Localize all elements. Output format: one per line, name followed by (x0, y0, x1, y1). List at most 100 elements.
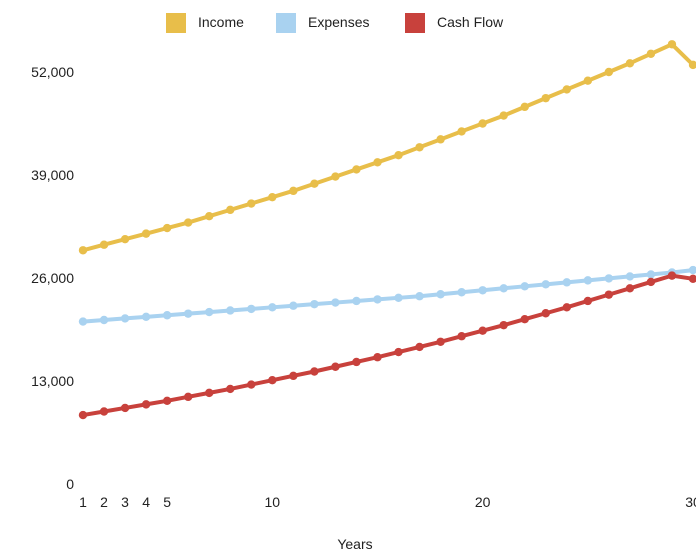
data-point-expenses (226, 306, 235, 315)
y-tick-label: 13,000 (31, 373, 74, 389)
data-point-cash-flow (373, 353, 382, 362)
data-point-cash-flow (99, 407, 109, 416)
series-layer (78, 40, 696, 420)
data-point-income (120, 234, 130, 244)
x-tick-label: 20 (475, 494, 491, 510)
data-point-income (646, 49, 656, 58)
data-point-cash-flow (604, 290, 614, 299)
series-expenses (78, 265, 696, 326)
data-point-income (183, 218, 193, 227)
series-cash-flow (78, 271, 696, 420)
data-point-cash-flow (688, 274, 696, 283)
data-point-expenses (499, 284, 508, 293)
data-point-expenses (162, 311, 172, 320)
data-point-expenses (310, 299, 319, 309)
legend: Income Expenses Cash Flow (166, 13, 504, 33)
data-point-cash-flow (247, 380, 256, 389)
data-point-expenses (688, 265, 696, 275)
data-point-income (457, 127, 466, 136)
data-point-cash-flow (625, 284, 635, 293)
series-line-cash-flow (81, 273, 695, 418)
data-point-expenses (99, 315, 109, 325)
data-point-income (268, 192, 277, 202)
data-point-cash-flow (562, 303, 571, 312)
data-point-income (78, 246, 88, 255)
legend-swatch (405, 13, 425, 33)
data-point-expenses (478, 286, 487, 295)
y-tick-label: 26,000 (31, 270, 74, 286)
data-point-cash-flow (226, 384, 235, 394)
data-point-expenses (562, 278, 571, 287)
data-point-cash-flow (78, 410, 88, 420)
data-point-expenses (394, 293, 403, 303)
data-point-expenses (268, 303, 277, 312)
data-point-income (415, 143, 424, 152)
data-point-cash-flow (268, 376, 277, 385)
data-point-cash-flow (162, 396, 172, 406)
data-point-income (541, 93, 550, 103)
data-point-income (394, 150, 403, 160)
data-point-cash-flow (541, 309, 550, 318)
data-point-income (141, 229, 151, 238)
x-tick-label: 5 (163, 494, 171, 510)
data-point-cash-flow (352, 357, 361, 367)
x-tick-label: 3 (121, 494, 129, 510)
x-axis-title: Years (337, 536, 372, 552)
data-point-income (247, 199, 256, 208)
x-tick-label: 4 (142, 494, 150, 510)
data-point-cash-flow (667, 271, 677, 280)
data-point-expenses (331, 298, 340, 307)
legend-item-cash-flow: Cash Flow (405, 13, 504, 33)
y-tick-label: 52,000 (31, 64, 74, 80)
data-point-expenses (604, 274, 614, 283)
x-tick-label: 10 (265, 494, 281, 510)
legend-swatch (276, 13, 296, 33)
data-point-expenses (625, 272, 635, 281)
data-point-income (688, 60, 696, 70)
data-point-cash-flow (457, 332, 466, 341)
data-point-cash-flow (499, 320, 508, 330)
data-point-expenses (120, 314, 130, 323)
data-point-cash-flow (289, 371, 298, 381)
y-tick-label: 0 (66, 476, 74, 492)
x-tick-label: 1 (79, 494, 87, 510)
data-point-income (162, 223, 172, 233)
data-point-expenses (183, 309, 193, 318)
data-point-income (289, 186, 298, 196)
data-point-income (99, 240, 109, 249)
data-point-cash-flow (331, 362, 340, 371)
data-point-cash-flow (478, 326, 487, 335)
y-axis: 0 13,000 26,000 39,000 52,000 (31, 64, 74, 492)
data-point-cash-flow (646, 277, 656, 287)
data-point-cash-flow (394, 347, 403, 357)
legend-item-expenses: Expenses (276, 13, 369, 33)
data-point-expenses (289, 301, 298, 310)
data-point-expenses (205, 307, 214, 317)
data-point-cash-flow (436, 337, 445, 346)
data-point-expenses (583, 276, 593, 285)
data-point-expenses (541, 280, 550, 289)
data-point-income (331, 172, 340, 181)
legend-item-income: Income (166, 13, 244, 33)
data-point-income (226, 205, 235, 215)
data-point-income (604, 67, 614, 77)
legend-label: Income (198, 14, 244, 30)
data-point-income (562, 85, 571, 94)
series-income (78, 40, 696, 255)
data-point-income (667, 40, 677, 49)
data-point-income (583, 76, 593, 85)
data-point-income (478, 119, 487, 128)
data-point-income (310, 179, 319, 188)
data-point-cash-flow (415, 342, 424, 352)
data-point-expenses (352, 296, 361, 306)
x-tick-label: 30 (685, 494, 696, 510)
data-point-income (352, 165, 361, 174)
data-point-expenses (457, 288, 466, 297)
data-point-expenses (520, 282, 529, 291)
data-point-cash-flow (583, 296, 593, 306)
data-point-income (520, 102, 529, 112)
y-tick-label: 39,000 (31, 167, 74, 183)
data-point-cash-flow (310, 367, 319, 376)
